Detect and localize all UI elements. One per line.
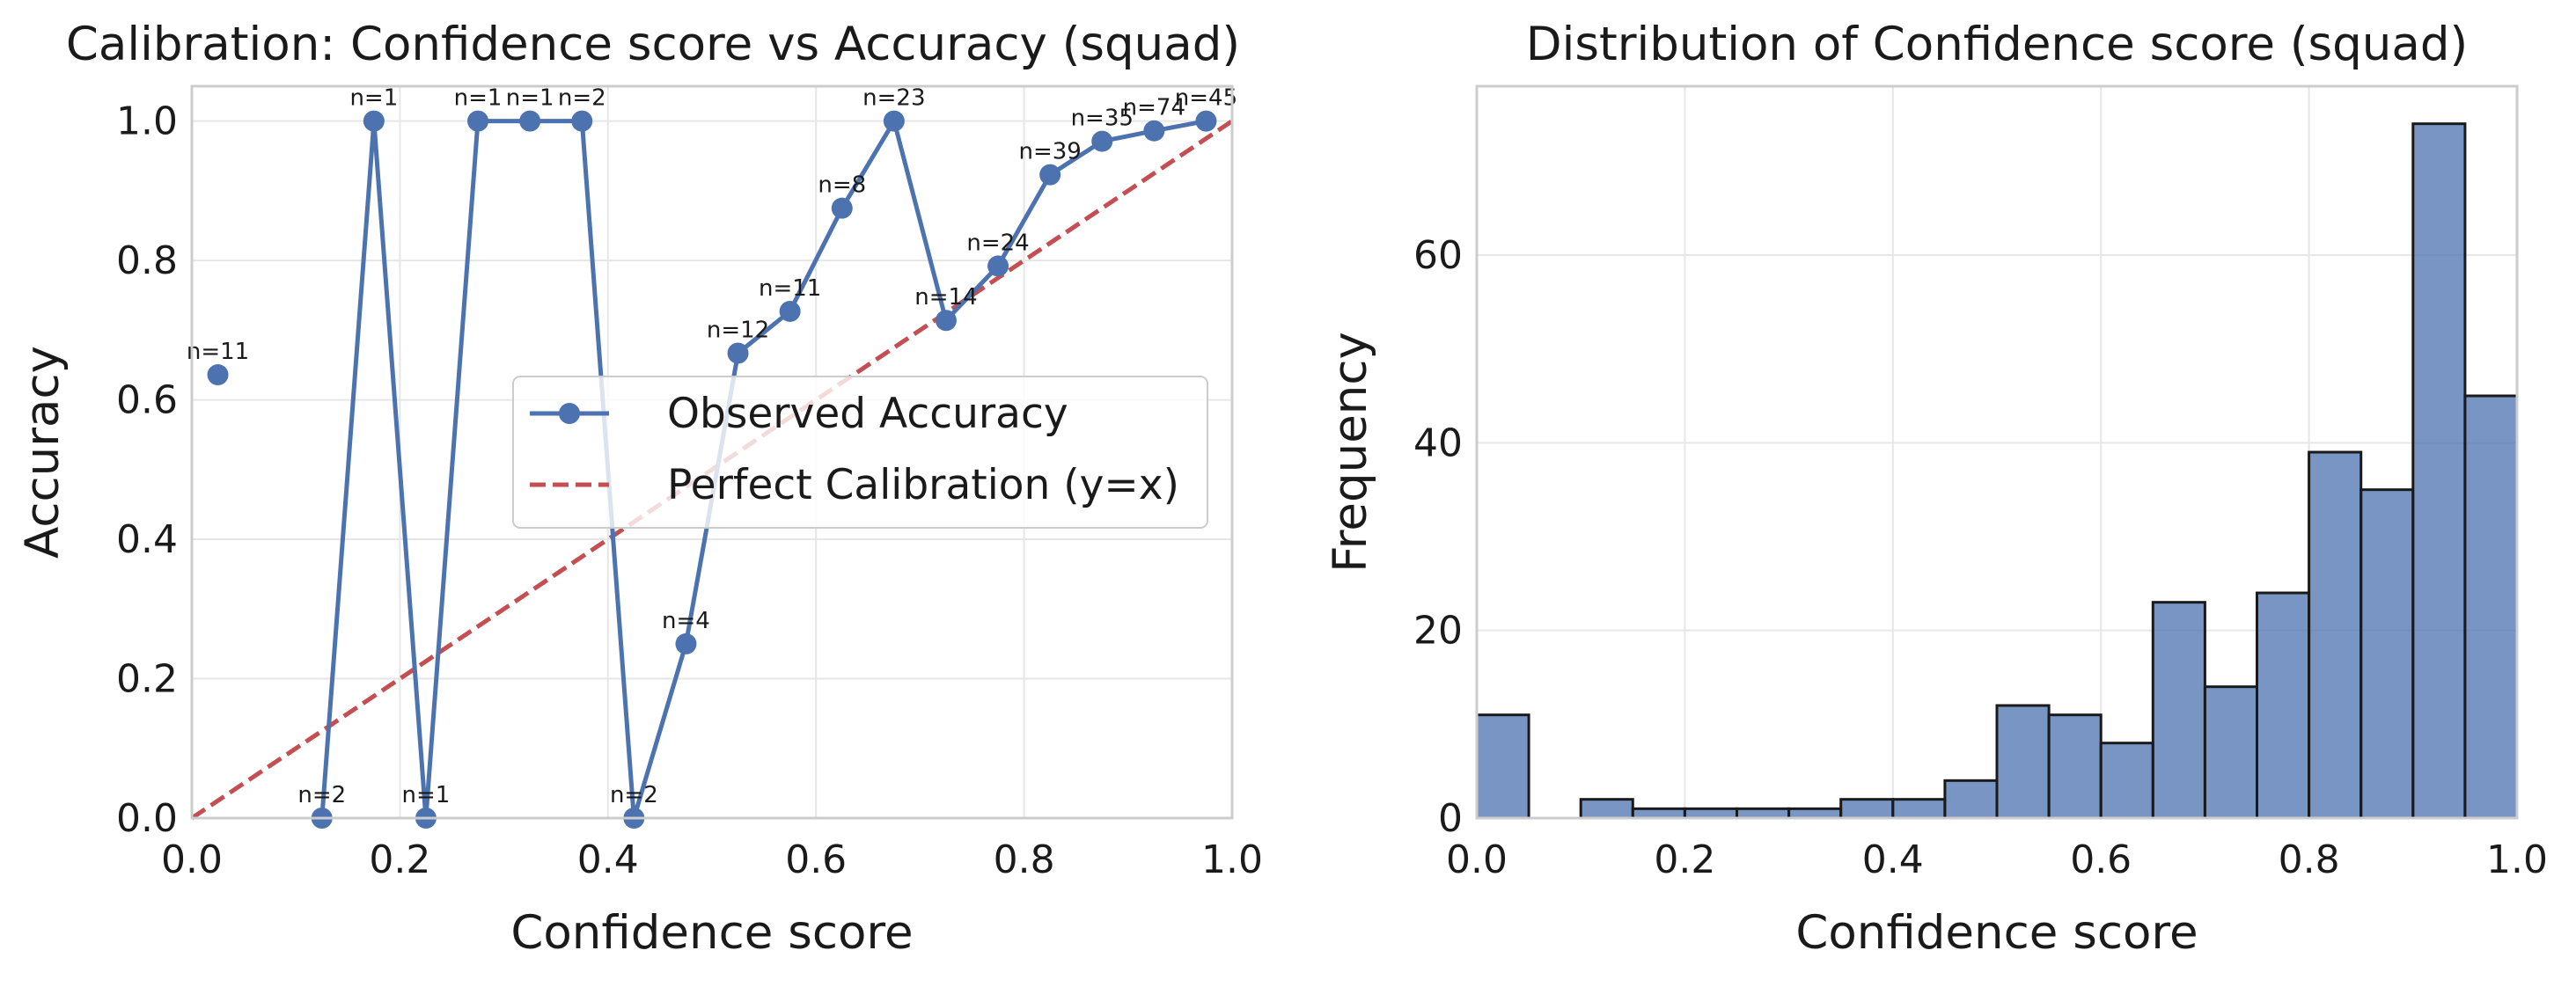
legend-box xyxy=(512,376,1208,529)
histogram-bar xyxy=(2359,488,2415,820)
bin-count-label: n=8 xyxy=(818,172,866,199)
bin-count-label: n=2 xyxy=(558,85,606,112)
histogram-bar xyxy=(1683,807,1739,820)
histogram-y-tick-label: 60 xyxy=(1413,233,1463,278)
observed-accuracy-point xyxy=(1143,120,1165,142)
histogram-bars xyxy=(1475,122,2519,820)
bin-count-label: n=14 xyxy=(914,284,977,311)
bin-count-label: n=1 xyxy=(506,85,554,112)
bin-count-label: n=11 xyxy=(759,275,821,302)
observed-accuracy-point xyxy=(831,197,853,219)
histogram-bar xyxy=(2151,601,2206,820)
histogram-x-tick-label: 0.4 xyxy=(1862,837,1924,882)
bin-count-label: n=39 xyxy=(1018,139,1081,165)
histogram-bar xyxy=(2463,394,2519,820)
bin-count-label: n=24 xyxy=(966,230,1029,256)
bin-count-label: n=4 xyxy=(662,608,710,634)
observed-accuracy-point xyxy=(675,632,697,654)
observed-accuracy-point xyxy=(883,110,905,132)
histogram-bar xyxy=(1631,807,1686,820)
calibration-x-tick-label: 0.0 xyxy=(161,837,223,882)
calibration-y-tick-label: 0.6 xyxy=(116,378,178,423)
bin-count-label: n=1 xyxy=(402,782,451,808)
observed-accuracy-point xyxy=(363,110,385,132)
histogram-x-tick-label: 1.0 xyxy=(2486,837,2548,882)
histogram-axes-frame xyxy=(1475,84,2519,820)
observed-accuracy-point xyxy=(467,110,489,132)
histogram-bar xyxy=(1787,807,1843,820)
observed-accuracy-point xyxy=(1039,164,1061,186)
histogram-bar xyxy=(1736,807,1791,820)
histogram-bar xyxy=(2256,591,2311,820)
histogram-bar xyxy=(2308,450,2363,820)
histogram-x-tick-label: 0.2 xyxy=(1654,837,1715,882)
calibration-chart: Calibration: Confidence score vs Accurac… xyxy=(16,18,1263,960)
bin-count-label: n=45 xyxy=(1175,85,1237,112)
histogram-bar xyxy=(2047,713,2103,820)
observed-accuracy-point xyxy=(571,110,593,132)
histogram-bar xyxy=(1839,798,1895,820)
calibration-x-tick-label: 0.2 xyxy=(369,837,430,882)
histogram-x-tick-label: 0.8 xyxy=(2279,837,2340,882)
histogram-y-tick-label: 20 xyxy=(1413,609,1463,654)
calibration-annotations: n=11n=2n=1n=1n=1 n=1 n=2n=2n=4n=12n=11n=8n… xyxy=(187,85,1237,808)
histogram-bar xyxy=(2203,685,2258,820)
calibration-x-tick-label: 0.4 xyxy=(577,837,639,882)
histogram-bar xyxy=(1475,713,1530,820)
observed-accuracy-point xyxy=(519,110,541,132)
histogram-bar xyxy=(1891,798,1947,820)
bin-count-label: n=35 xyxy=(1071,106,1134,132)
legend-observed-label: Observed Accuracy xyxy=(667,390,1068,438)
histogram-title: Distribution of Confidence score (squad) xyxy=(1526,18,2468,71)
calibration-y-tick-label: 0.0 xyxy=(116,796,178,841)
histogram-y-tick-label: 40 xyxy=(1413,420,1463,465)
bin-count-label: n=12 xyxy=(707,317,769,343)
calibration-x-label: Confidence score xyxy=(510,906,913,960)
calibration-y-ticks: 0.0 0.2 0.4 0.6 0.8 1.0 xyxy=(116,99,178,841)
legend-observed-marker xyxy=(559,403,580,424)
calibration-y-tick-label: 1.0 xyxy=(116,99,178,144)
calibration-legend: Observed Accuracy Perfect Calibration (y… xyxy=(512,376,1208,529)
histogram-chart: Distribution of Confidence score (squad)… xyxy=(1324,18,2548,960)
histogram-bar xyxy=(1943,779,1999,820)
calibration-x-tick-label: 0.6 xyxy=(785,837,847,882)
legend-perfect-label: Perfect Calibration (y=x) xyxy=(667,461,1179,509)
histogram-bar xyxy=(1579,798,1634,820)
histogram-y-ticks: 0 20 40 60 xyxy=(1413,233,1463,841)
histogram-y-label: Frequency xyxy=(1324,332,1377,573)
observed-accuracy-point xyxy=(779,300,801,322)
bin-count-label: n=74 xyxy=(1123,95,1185,121)
calibration-y-label: Accuracy xyxy=(16,346,70,559)
histogram-x-tick-label: 0.0 xyxy=(1446,837,1508,882)
observed-accuracy-point xyxy=(935,310,957,332)
bin-count-label: n=1 xyxy=(454,85,503,112)
histogram-x-tick-label: 0.6 xyxy=(2070,837,2132,882)
observed-accuracy-point xyxy=(207,364,229,386)
calibration-x-tick-label: 1.0 xyxy=(1201,837,1263,882)
calibration-series-layer xyxy=(207,110,1217,829)
observed-accuracy-point xyxy=(1091,130,1113,152)
calibration-y-tick-label: 0.4 xyxy=(116,517,178,562)
bin-count-label: n=1 xyxy=(349,85,398,112)
calibration-x-tick-label: 0.8 xyxy=(994,837,1055,882)
calibration-x-ticks: 0.0 0.2 0.4 0.6 0.8 1.0 xyxy=(161,837,1263,882)
histogram-x-label: Confidence score xyxy=(1795,906,2198,960)
observed-accuracy-point xyxy=(987,255,1009,277)
histogram-y-tick-label: 0 xyxy=(1438,796,1463,841)
observed-accuracy-point xyxy=(1195,110,1217,132)
bin-count-label: n=11 xyxy=(187,339,249,365)
histogram-x-ticks: 0.0 0.2 0.4 0.6 0.8 1.0 xyxy=(1446,837,2548,882)
calibration-y-tick-label: 0.8 xyxy=(116,238,178,283)
bin-count-label: n=2 xyxy=(610,782,658,808)
bin-count-label: n=2 xyxy=(297,782,346,808)
histogram-bar xyxy=(2411,122,2467,820)
calibration-axes-frame xyxy=(190,84,1234,820)
histogram-bar xyxy=(1995,704,2051,820)
bin-count-label: n=23 xyxy=(862,85,925,112)
histogram-bar xyxy=(2099,742,2154,820)
observed-accuracy-point xyxy=(727,342,749,364)
calibration-title: Calibration: Confidence score vs Accurac… xyxy=(66,18,1240,71)
calibration-y-tick-label: 0.2 xyxy=(116,657,178,702)
